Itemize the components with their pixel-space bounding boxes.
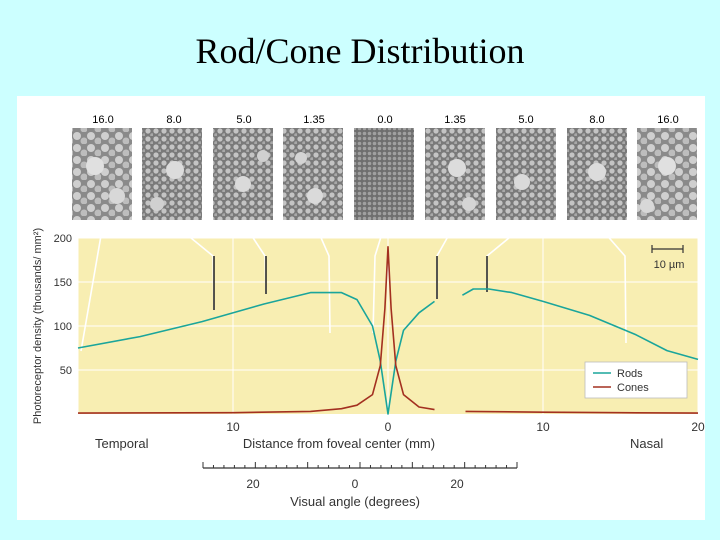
micrograph-label: 1.35 xyxy=(444,114,465,126)
y-tick-label: 150 xyxy=(54,277,72,289)
series-layer xyxy=(77,246,699,415)
cones-line xyxy=(77,246,435,414)
micrograph-label: 5.0 xyxy=(518,114,533,126)
micrograph-labels: 16.0 8.0 5.0 1.35 0.0 1.35 5.0 8.0 16.0 xyxy=(92,114,678,126)
x-axis-label: Distance from foveal center (mm) xyxy=(243,436,435,451)
x-axis-right-label: Nasal xyxy=(630,436,663,451)
rods-line xyxy=(77,291,435,415)
x-tick-label: 10 xyxy=(226,420,240,434)
scale-bar-label: 10 µm xyxy=(654,259,685,271)
y-tick-label: 100 xyxy=(54,321,72,333)
legend: Rods Cones xyxy=(584,361,688,399)
micrograph-panel xyxy=(567,128,627,220)
x-tick-label: 0 xyxy=(385,420,392,434)
micrograph-panel xyxy=(72,128,132,220)
x-axis-left-label: Temporal xyxy=(95,436,149,451)
micrograph-panel xyxy=(354,128,414,220)
micrograph-label: 8.0 xyxy=(166,114,181,126)
micrograph-label: 5.0 xyxy=(236,114,251,126)
legend-rods-label: Rods xyxy=(617,368,643,380)
micrograph-label: 16.0 xyxy=(657,114,678,126)
callout-markers xyxy=(213,256,488,310)
legend-cones-label: Cones xyxy=(617,382,649,394)
micrograph-row xyxy=(72,128,697,220)
figure-panel: 16.0 8.0 5.0 1.35 0.0 1.35 5.0 8.0 16.0 xyxy=(17,96,705,520)
visual-angle-axis: 20 0 20 Visual angle (degrees) xyxy=(202,462,518,509)
y-tick-label: 200 xyxy=(54,233,72,245)
rod-cone-chart: 16.0 8.0 5.0 1.35 0.0 1.35 5.0 8.0 16.0 xyxy=(32,114,705,509)
micrograph-label: 0.0 xyxy=(377,114,392,126)
x-tick-label: 20 xyxy=(691,420,705,434)
visual-angle-tick-label: 20 xyxy=(450,477,464,491)
cones-line xyxy=(465,410,699,414)
micrograph-panel xyxy=(283,128,343,220)
rods-line xyxy=(462,288,699,361)
visual-angle-tick-label: 0 xyxy=(352,477,359,491)
y-axis-label: Photoreceptor density (thousands/ mm²) xyxy=(32,228,44,424)
micrograph-panel xyxy=(425,128,485,220)
visual-angle-tick-label: 20 xyxy=(246,477,260,491)
micrograph-label: 8.0 xyxy=(589,114,604,126)
visual-angle-label: Visual angle (degrees) xyxy=(290,494,420,509)
micrograph-label: 1.35 xyxy=(303,114,324,126)
micrograph-panel xyxy=(637,128,697,220)
slide-title: Rod/Cone Distribution xyxy=(195,31,525,71)
micrograph-panel xyxy=(213,128,273,220)
x-tick-label: 10 xyxy=(536,420,550,434)
scale-bar: 10 µm xyxy=(651,245,685,271)
micrograph-label: 16.0 xyxy=(92,114,113,126)
micrograph-panel xyxy=(142,128,202,220)
micrograph-panel xyxy=(496,128,556,220)
y-tick-label: 50 xyxy=(60,365,72,377)
